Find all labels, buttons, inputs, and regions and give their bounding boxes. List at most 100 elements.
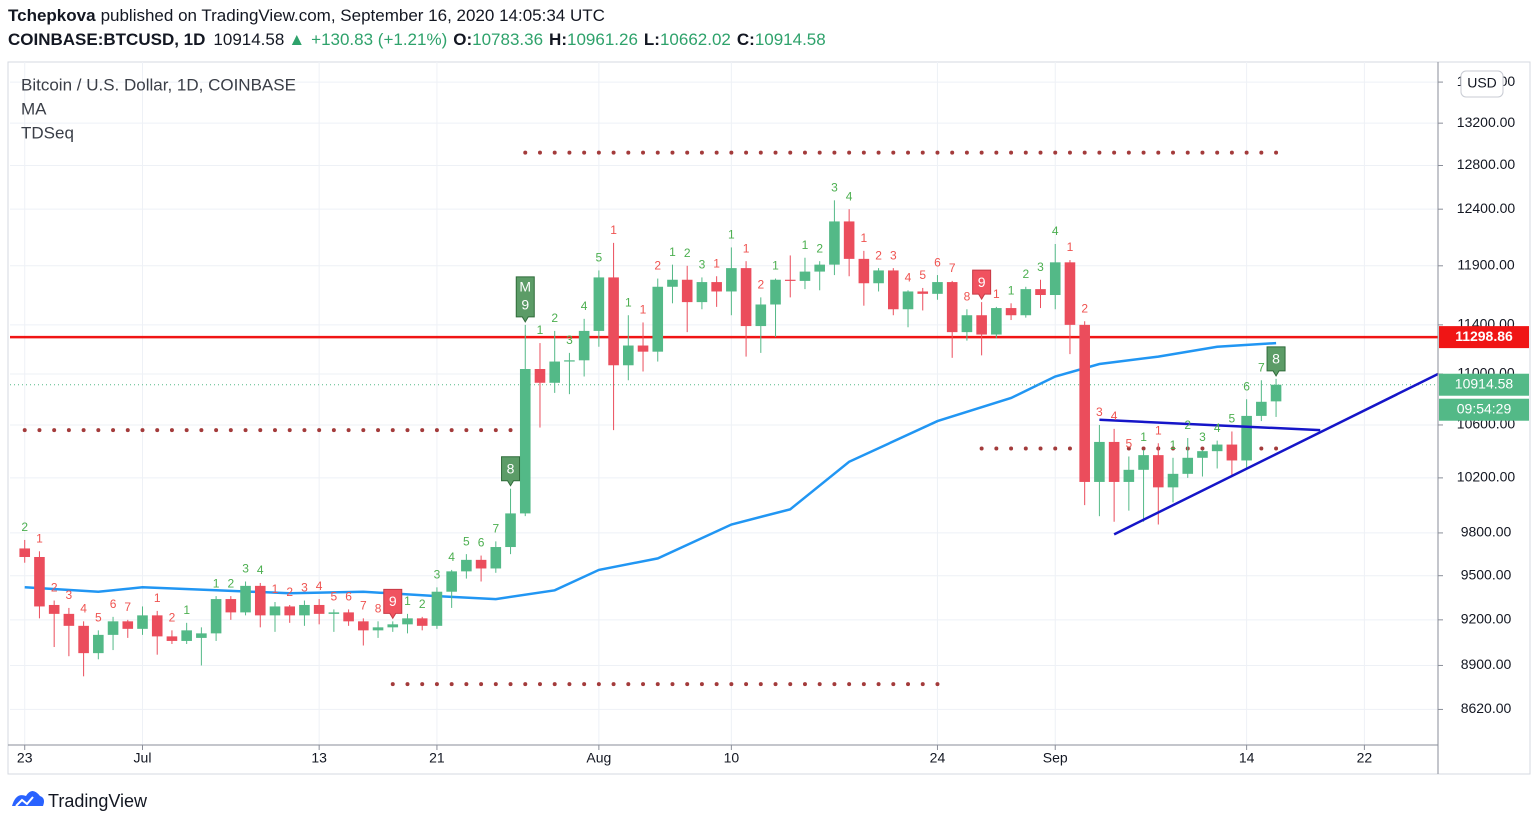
candle-body [519, 369, 531, 514]
candle-body [784, 279, 796, 281]
td-count: 3 [242, 562, 249, 576]
td-count: 1 [772, 259, 779, 273]
candle-body [608, 277, 619, 366]
td-count: 1 [743, 241, 750, 255]
trendline [1113, 372, 1438, 536]
td-count: 8 [1272, 351, 1280, 367]
candle-body [1226, 444, 1238, 461]
td-count: 2 [227, 576, 234, 590]
close-label: C: [737, 30, 755, 49]
candle-body [829, 221, 840, 265]
td-count: 7 [1258, 360, 1265, 374]
candle-body [490, 547, 502, 569]
td-box [383, 588, 403, 620]
candle-body [416, 618, 428, 626]
currency-button[interactable] [1460, 70, 1504, 98]
candle-body [328, 612, 340, 614]
td-count: 2 [21, 520, 28, 534]
td-count: 1 [993, 287, 1000, 301]
currency-label[interactable]: USD [1467, 75, 1497, 91]
y-tick-label: 9200.00 [1461, 611, 1512, 627]
td-count: 4 [846, 189, 853, 203]
low-label: L: [644, 30, 660, 49]
candle-body [593, 277, 605, 331]
td-count: 3 [1037, 260, 1044, 274]
countdown: 09:54:29 [1457, 400, 1512, 416]
x-tick-label: Aug [586, 750, 611, 766]
last-price: 10914.58 [213, 30, 284, 49]
candle-body [623, 345, 634, 366]
candle-body [1167, 473, 1179, 488]
candle-body [858, 258, 870, 284]
candle-body [578, 330, 590, 361]
td-count: 5 [463, 534, 470, 548]
last-price-box [1439, 373, 1529, 396]
last-price-label: 10914.58 [1455, 375, 1514, 391]
candle-body [1256, 401, 1267, 416]
candle-body [461, 559, 472, 572]
candle-body [93, 634, 104, 654]
candle-body [1108, 441, 1120, 482]
td-count: 1 [1140, 430, 1147, 444]
candle-body [1005, 308, 1017, 316]
x-tick-label: Sep [1043, 750, 1068, 766]
td-count: 6 [1243, 379, 1250, 393]
y-tick-label: 12400.00 [1457, 200, 1516, 216]
td-marker: M [519, 279, 531, 295]
td-count: 1 [154, 591, 161, 605]
td-count: 7 [492, 522, 499, 536]
td-count: 1 [272, 582, 279, 596]
candle-body [48, 604, 60, 614]
author: Tchepkova [8, 6, 96, 25]
td-count: 2 [169, 611, 176, 625]
td-count: 1 [36, 531, 43, 545]
candle-body [210, 599, 222, 634]
y-tick-label: 10200.00 [1457, 469, 1516, 485]
td-count: 1 [213, 576, 220, 590]
candle-body [799, 271, 811, 281]
td-count: 2 [286, 585, 293, 599]
candle-body [151, 615, 163, 637]
candle-body [667, 279, 678, 287]
candle-body [431, 591, 443, 626]
td-count: 5 [1229, 412, 1236, 426]
candle-body [1138, 455, 1149, 470]
candle-body [534, 369, 546, 383]
candle-body [1241, 415, 1252, 461]
candle-body [1064, 262, 1076, 325]
td-count: 8 [507, 460, 515, 476]
td-count: 6 [345, 590, 352, 604]
candle-body [19, 548, 31, 557]
candle-body [814, 264, 825, 272]
td-count: 2 [816, 241, 823, 255]
change: +130.83 (+1.21%) [311, 30, 447, 49]
td-count: 7 [949, 261, 956, 275]
candle-body [1079, 324, 1090, 482]
x-tick-label: 14 [1239, 750, 1255, 766]
legend-ma: MA [21, 99, 47, 118]
close-value: 10914.58 [755, 30, 826, 49]
x-tick-label: 23 [17, 750, 33, 766]
candle-body [770, 279, 781, 305]
candle-body [225, 599, 237, 613]
candle-body [446, 571, 457, 592]
td-count: 9 [389, 593, 397, 609]
open-label: O: [453, 30, 472, 49]
candle-body [196, 633, 207, 638]
td-box [515, 276, 535, 323]
td-count: 5 [596, 251, 603, 265]
candle-body [1182, 457, 1194, 474]
td-count: 2 [419, 597, 426, 611]
arrow: ▲ [288, 30, 305, 49]
td-count: 4 [1214, 421, 1221, 435]
td-count: 1 [802, 238, 809, 252]
candle-body [387, 624, 399, 628]
td-count: 1 [537, 323, 544, 337]
frame [7, 61, 1531, 775]
td-count: 2 [1022, 267, 1029, 281]
candle-body [166, 636, 178, 641]
td-count: 1 [861, 231, 868, 245]
candle-body [637, 345, 649, 352]
candle-body [34, 556, 45, 607]
